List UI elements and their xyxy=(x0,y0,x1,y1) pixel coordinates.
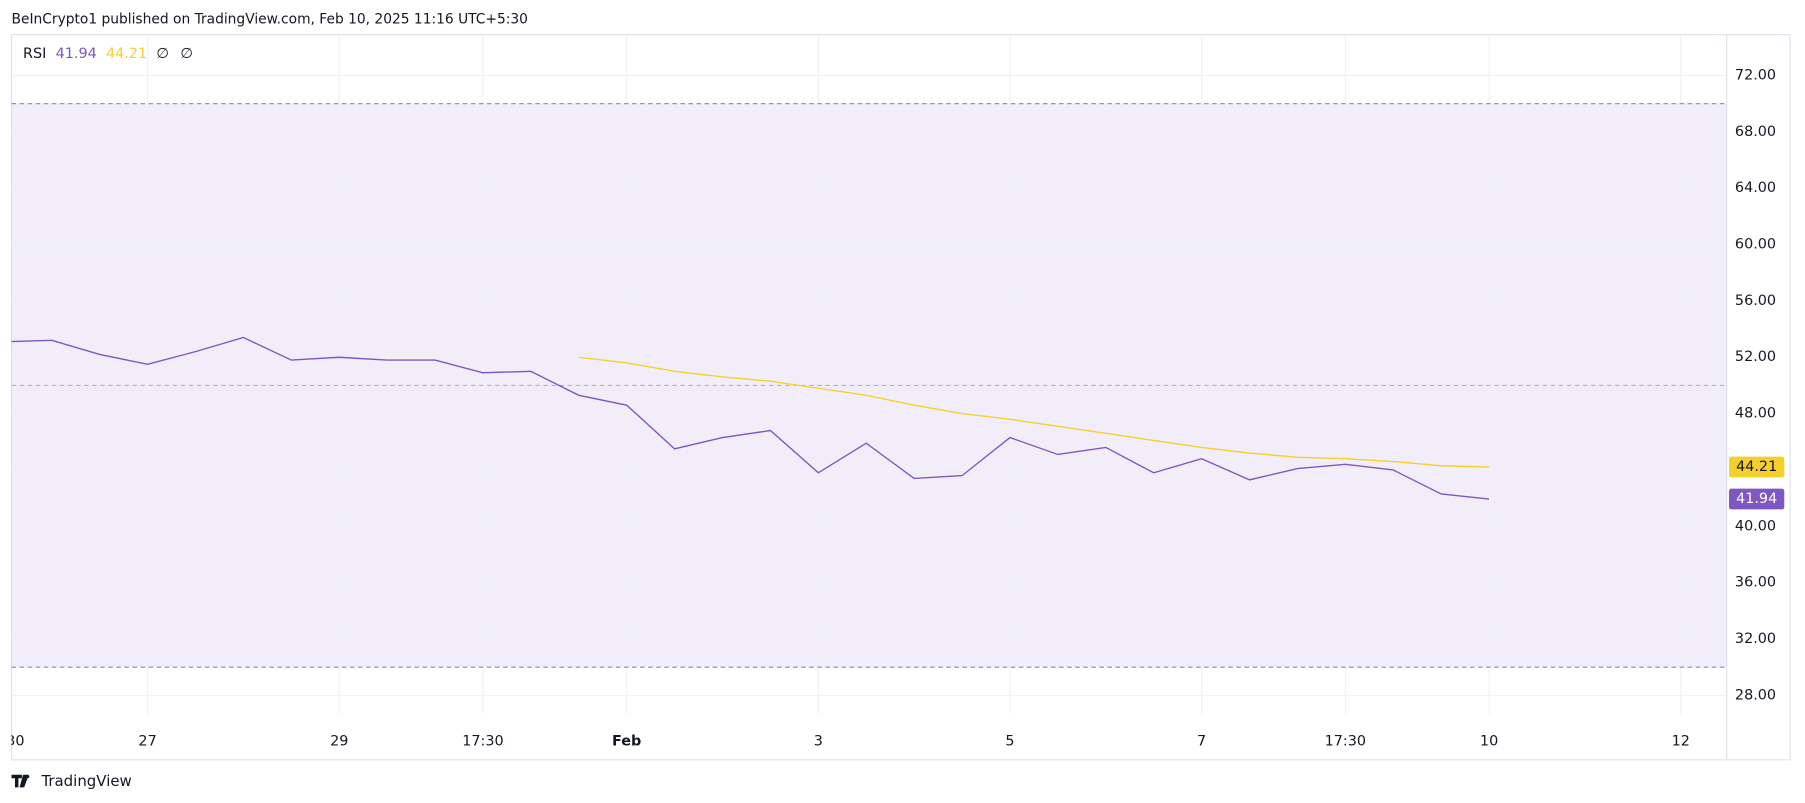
x-tick-label: 27 xyxy=(138,733,156,749)
legend-extra: ∅ xyxy=(180,46,193,62)
series-line xyxy=(11,336,1490,500)
y-tick-label: 68.00 xyxy=(1735,124,1776,140)
y-tick-label: 52.00 xyxy=(1735,349,1776,365)
series-line xyxy=(578,356,1490,468)
x-tick-label: 10 xyxy=(1480,733,1498,749)
x-tick-label: 7 xyxy=(1197,733,1206,749)
legend-extra: ∅ xyxy=(156,46,169,62)
x-tick-label: 3 xyxy=(814,733,823,749)
x-tick-label: Feb xyxy=(612,733,641,749)
y-tick-label: 60.00 xyxy=(1735,237,1776,253)
y-tick-label: 56.00 xyxy=(1735,293,1776,309)
y-tick-label: 40.00 xyxy=(1735,518,1776,534)
x-tick-label: 12 xyxy=(1672,733,1690,749)
y-tick-label: 28.00 xyxy=(1735,687,1776,703)
y-tick-label: 48.00 xyxy=(1735,406,1776,422)
legend-value: 41.94 xyxy=(56,46,97,62)
price-badge xyxy=(1729,488,1785,510)
x-tick-label: 17:30 xyxy=(0,733,25,749)
legend-title: RSI xyxy=(23,46,46,62)
price-badge-label: 44.21 xyxy=(1736,459,1777,475)
price-badge xyxy=(1729,456,1785,478)
price-badge-label: 41.94 xyxy=(1736,491,1777,507)
y-tick-label: 72.00 xyxy=(1735,67,1776,83)
x-tick-label: 17:30 xyxy=(462,733,503,749)
y-tick-label: 36.00 xyxy=(1735,575,1776,591)
y-tick-label: 32.00 xyxy=(1735,631,1776,647)
plot: 17:30 27 29 17:30 Feb 3 5 7 17:30 10 12 xyxy=(0,34,1727,749)
y-tick-label: 64.00 xyxy=(1735,180,1776,196)
brand: TradingView xyxy=(40,772,131,790)
x-tick-label: 5 xyxy=(1005,733,1014,749)
legend-value: 44.21 xyxy=(106,46,147,62)
frame xyxy=(10,33,1791,761)
brand-logo xyxy=(11,774,30,788)
x-tick-label: 17:30 xyxy=(1325,733,1366,749)
caption: BeInCrypto1 published on TradingView.com… xyxy=(12,12,528,28)
x-tick-label: 29 xyxy=(330,733,348,749)
